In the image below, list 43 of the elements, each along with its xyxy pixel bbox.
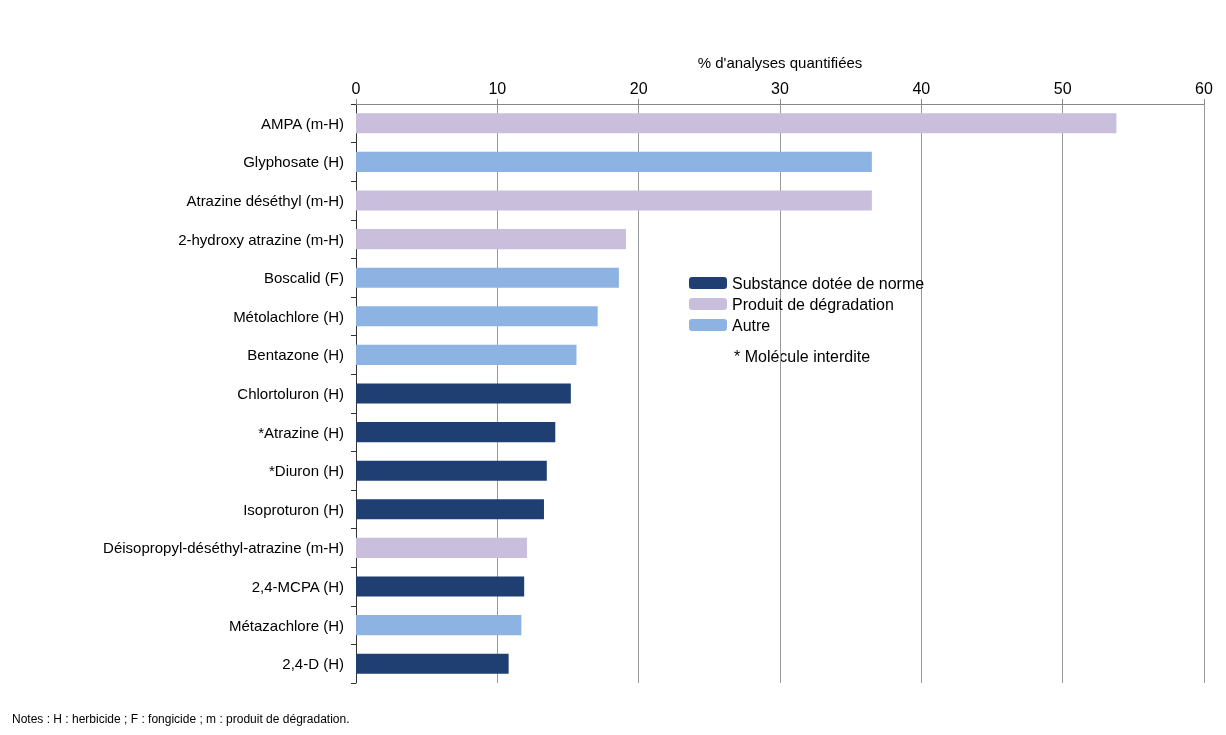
x-tick-label: 20 — [629, 79, 648, 97]
y-tick-label: *Atrazine (H) — [258, 423, 344, 441]
y-tick-label: Bentazone (H) — [247, 346, 344, 364]
y-tick-label: Glyphosate (H) — [243, 153, 344, 171]
bar — [356, 344, 577, 365]
x-tick-label: 50 — [1053, 79, 1072, 97]
legend-label: Autre — [732, 316, 771, 334]
y-tick-label: AMPA (m-H) — [260, 114, 344, 132]
bar — [356, 267, 619, 288]
y-tick-label: Déisopropyl-déséthyl-atrazine (m-H) — [103, 539, 344, 557]
x-tick-label: 0 — [351, 79, 361, 97]
bar — [356, 537, 528, 558]
bar — [356, 383, 571, 404]
bar — [356, 460, 547, 481]
bar — [356, 653, 509, 674]
x-tick-label: 60 — [1195, 79, 1213, 97]
y-tick-label: Métazachlore (H) — [228, 616, 344, 634]
bar — [356, 151, 872, 172]
annotation: * Molécule interdite — [734, 347, 871, 365]
y-tick-label: Chlortoluron (H) — [237, 385, 344, 402]
y-tick-label: Atrazine déséthyl (m-H) — [186, 192, 344, 209]
text: Notes : H : herbicide ; F : fongicide ; m : produit de dégradation. — [12, 712, 350, 726]
y-tick-label: 2-hydroxy atrazine (m-H) — [178, 230, 344, 248]
bar — [356, 576, 525, 597]
bar — [356, 113, 1117, 134]
y-tick-label: 2,4-D (H) — [282, 655, 344, 673]
bar — [356, 229, 626, 250]
x-axis-title: % d'analyses quantifiées — [697, 54, 863, 71]
y-tick-label: Métolachlore (H) — [233, 307, 344, 325]
y-tick-label: Isoproturon (H) — [243, 500, 344, 518]
legend-label: Produit de dégradation — [732, 295, 894, 313]
bar — [356, 306, 598, 327]
bar — [356, 615, 522, 636]
bar — [356, 499, 544, 520]
x-tick-label: 10 — [488, 79, 507, 97]
x-tick-label: 30 — [771, 79, 789, 97]
legend-label: Substance dotée de norme — [732, 274, 925, 292]
bar — [356, 422, 556, 443]
x-tick-label: 40 — [912, 79, 931, 97]
y-tick-label: 2,4-MCPA (H) — [251, 578, 344, 595]
bar — [356, 190, 872, 211]
y-tick-label: Boscalid (F) — [263, 269, 344, 287]
y-tick-label: *Diuron (H) — [268, 462, 344, 480]
